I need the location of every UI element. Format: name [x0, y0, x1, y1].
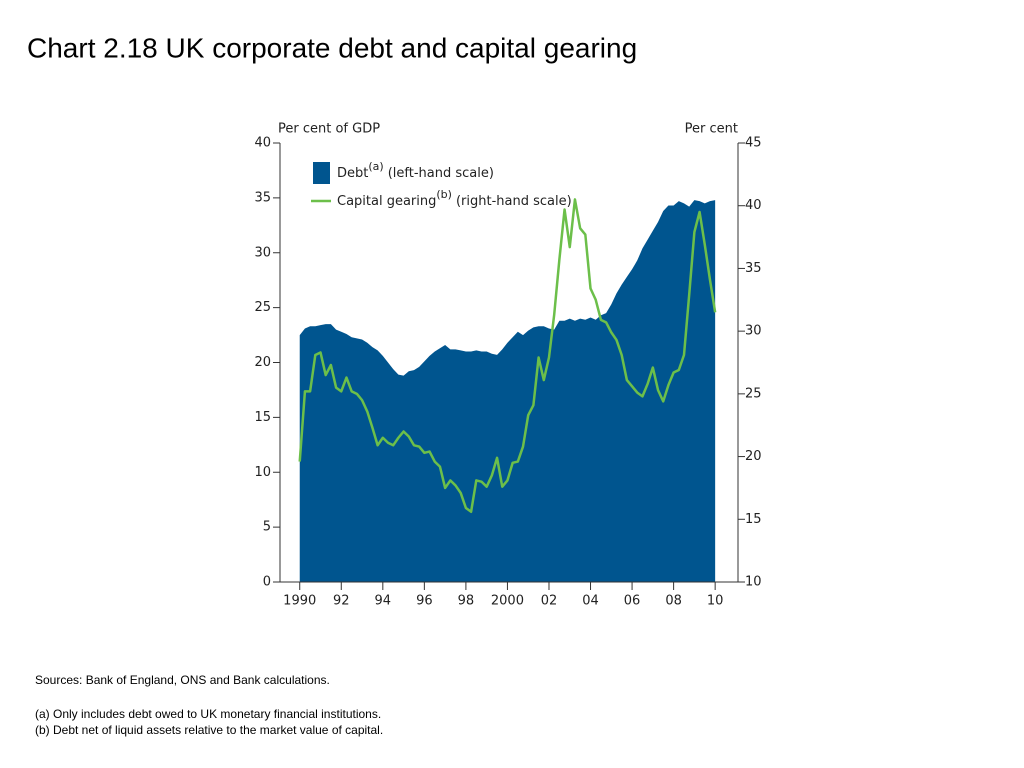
y-tick-label: 35 — [254, 190, 271, 205]
x-tick-label: 98 — [458, 594, 475, 609]
y2-tick-label: 45 — [745, 136, 762, 151]
y-axis-label: Per cent of GDP — [278, 122, 380, 137]
legend-name: Capital gearing — [337, 194, 436, 209]
footnote: (a) Only includes debt owed to UK moneta… — [35, 707, 381, 721]
x-tick-label: 94 — [375, 594, 392, 609]
y2-tick-label: 25 — [745, 386, 762, 401]
legend-entry: Debt(a) (left-hand scale) — [337, 160, 494, 181]
y-tick-label: 0 — [263, 575, 271, 590]
y-tick-label: 40 — [254, 136, 271, 151]
y-tick-label: 5 — [263, 520, 271, 535]
y-tick-label: 10 — [254, 465, 271, 480]
footnote: (b) Debt net of liquid assets relative t… — [35, 723, 383, 737]
y2-tick-label: 30 — [745, 324, 762, 339]
x-tick-label: 96 — [416, 594, 433, 609]
y2-axis-label: Per cent — [685, 122, 738, 137]
y-tick-label: 15 — [254, 410, 271, 425]
x-tick-label: 08 — [665, 594, 682, 609]
legend-scale: (right-hand scale) — [456, 194, 572, 209]
slide-title: Chart 2.18 UK corporate debt and capital… — [27, 32, 637, 63]
y2-tick-label: 10 — [745, 575, 762, 590]
x-tick-label: 04 — [582, 594, 599, 609]
x-tick-label: 2000 — [491, 594, 524, 609]
legend-name: Debt — [337, 166, 368, 181]
legend-entry: Capital gearing(b) (right-hand scale) — [337, 188, 572, 209]
x-tick-label: 06 — [624, 594, 641, 609]
gearing-line — [298, 198, 717, 514]
y-tick-label: 30 — [254, 245, 271, 260]
y2-tick-label: 15 — [745, 512, 762, 527]
x-tick-label: 10 — [707, 594, 724, 609]
x-tick-label: 92 — [333, 594, 350, 609]
y-tick-label: 25 — [254, 300, 271, 315]
x-tick-label: 02 — [541, 594, 558, 609]
y2-tick-label: 35 — [745, 261, 762, 276]
y2-tick-label: 20 — [745, 449, 762, 464]
legend-swatch — [313, 162, 330, 184]
debt-area — [299, 200, 716, 582]
x-tick-label: 1990 — [283, 594, 316, 609]
legend-scale: (left-hand scale) — [388, 166, 494, 181]
legend-note: (a) — [368, 160, 383, 173]
y-tick-label: 20 — [254, 355, 271, 370]
legend-note: (b) — [436, 188, 452, 201]
sources: Sources: Bank of England, ONS and Bank c… — [35, 673, 330, 687]
y2-tick-label: 40 — [745, 198, 762, 213]
